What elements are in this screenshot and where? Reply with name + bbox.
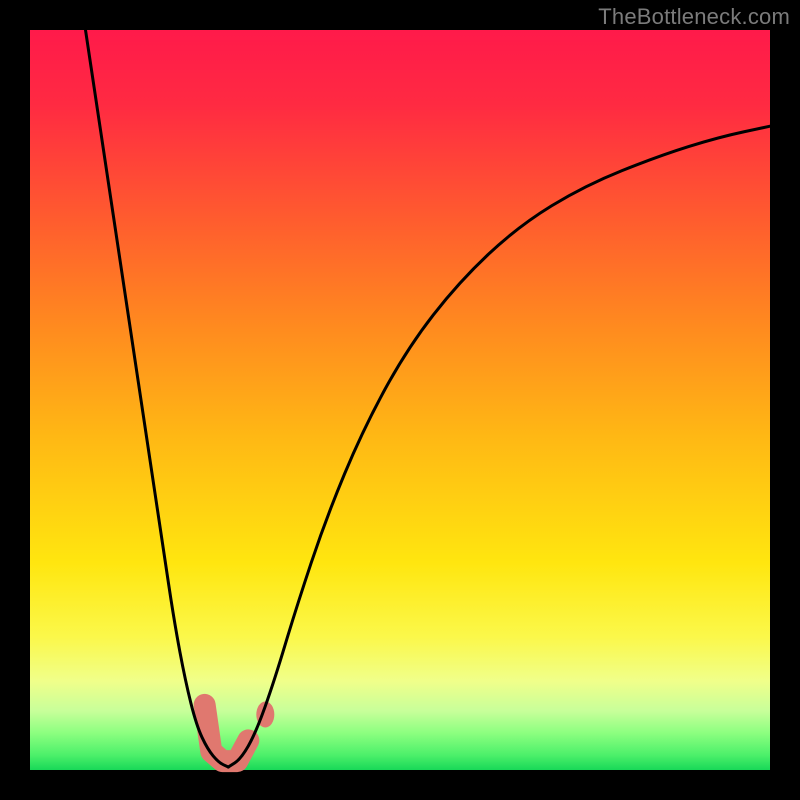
- watermark-text: TheBottleneck.com: [598, 4, 790, 30]
- bottleneck-chart: [0, 0, 800, 800]
- chart-container: { "watermark": "TheBottleneck.com", "can…: [0, 0, 800, 800]
